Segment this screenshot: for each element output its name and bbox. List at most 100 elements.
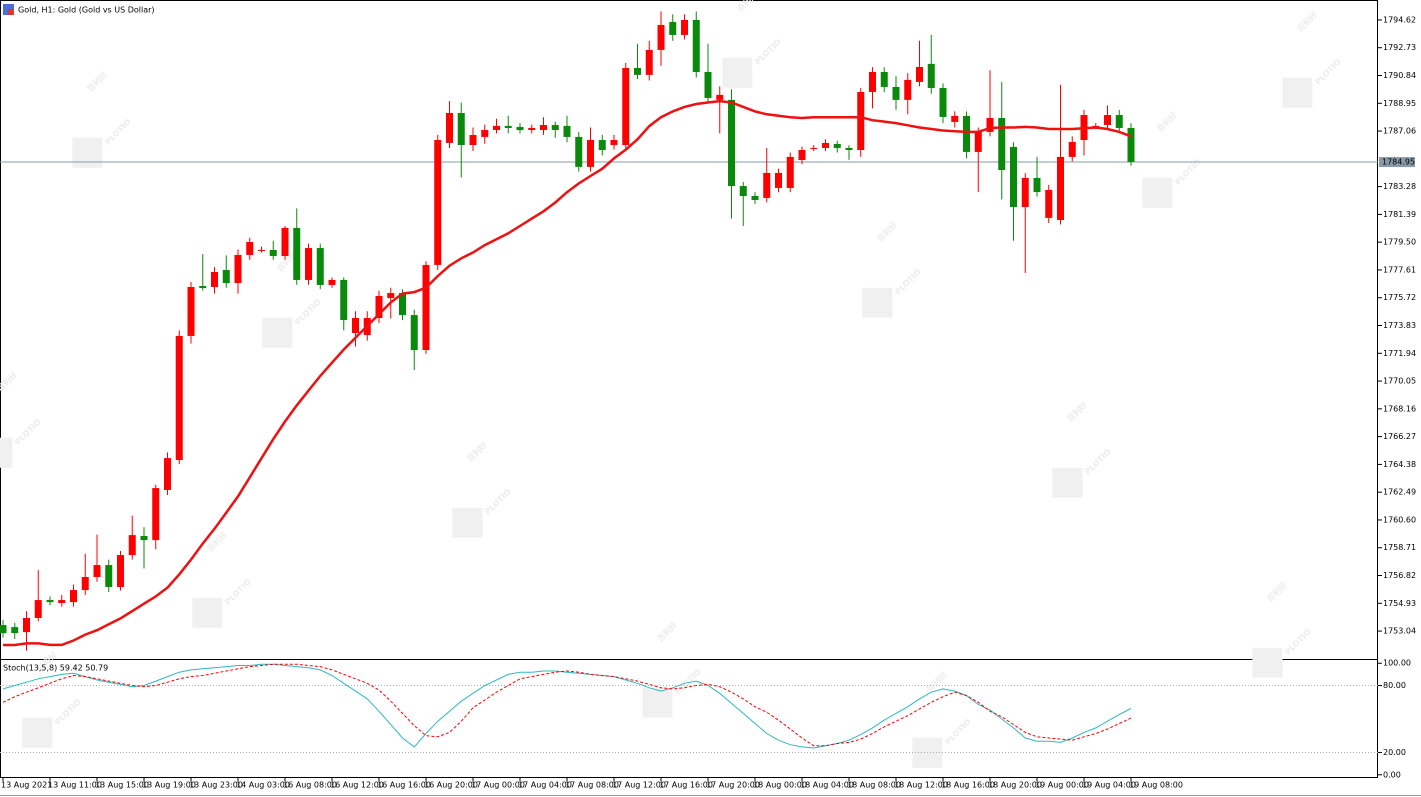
y-tick-label: 1754.93 [1383, 599, 1416, 608]
candle-body [175, 335, 183, 460]
x-tick-label: 19 Aug 00:00 [1035, 781, 1089, 790]
candle-body [281, 227, 289, 256]
current-price-box [1379, 157, 1415, 168]
y-tick-label: 1788.95 [1383, 99, 1416, 108]
candle-body [1068, 141, 1076, 157]
candle-body [892, 86, 900, 100]
watermark-brand: PLOTIO [53, 697, 83, 727]
watermark-text: 百利好 [1295, 10, 1319, 34]
x-tick-label: 16 Aug 12:00 [330, 781, 384, 790]
candle-body [657, 24, 665, 50]
candle-body [692, 19, 700, 72]
watermark-logo [722, 57, 753, 88]
indicator-title: Stoch(13,5,8) 59.42 50.79 [3, 664, 108, 673]
y-tick-label: 1758.71 [1383, 543, 1416, 552]
candle-body [105, 565, 113, 587]
candle-body [1057, 156, 1064, 220]
watermark-logo [1252, 647, 1283, 678]
watermark-brand: PLOTIO [1313, 57, 1343, 87]
candle-body [375, 295, 383, 319]
watermark-logo [262, 317, 293, 348]
x-tick-label: 13 Aug 23:00 [189, 781, 243, 790]
candle-body [916, 66, 923, 82]
candle-body [469, 135, 477, 146]
candle-body [963, 115, 970, 152]
candle-body [622, 67, 630, 146]
candle-body [751, 196, 759, 200]
watermark-text: 百利好 [205, 530, 229, 554]
candle-body [246, 242, 254, 255]
y-tick-label: 1766.27 [1383, 432, 1416, 441]
candle-body [786, 156, 794, 188]
y-tick-label: 1756.82 [1383, 571, 1416, 580]
x-tick-label: 13 Aug 19:00 [142, 781, 196, 790]
watermark: PLOTIO 百利好 [1282, 10, 1343, 108]
watermark-logo [0, 437, 13, 468]
candle-body [516, 126, 524, 131]
candle-body [340, 279, 348, 321]
candle-body [316, 248, 324, 285]
x-tick-label: 18 Aug 12:00 [894, 781, 948, 790]
candle-body [457, 112, 465, 146]
candle-body [46, 600, 54, 603]
watermarks: PLOTIO 百利好 PLOTIO 百利好 PLOTIO 百利好 PLOTIO 百利好 PLOT… [0, 0, 1343, 768]
candle-body [974, 131, 982, 152]
candle-body [1010, 146, 1017, 208]
candle-body [598, 140, 606, 151]
x-tick-label: 17 Aug 00:00 [471, 781, 525, 790]
candle-body [434, 140, 442, 265]
candle-body [634, 67, 641, 75]
y-tick-label: 1794.62 [1383, 15, 1416, 24]
candle-body [164, 458, 171, 490]
candle-body [728, 99, 735, 187]
y-tick-label: 1792.73 [1383, 43, 1416, 52]
candle-body [563, 125, 571, 137]
candle-body [11, 627, 19, 634]
candle-body [504, 125, 512, 128]
candle-body [352, 318, 359, 333]
candle-body [939, 87, 947, 117]
candle-body [1115, 115, 1123, 128]
watermark-brand: PLOTIO [293, 297, 323, 327]
watermark-text: 百利好 [875, 220, 899, 244]
watermark-logo [862, 287, 893, 318]
candle-body [845, 147, 853, 151]
candle-body [481, 130, 489, 137]
watermark-text: 百利好 [925, 670, 949, 694]
candle-body [869, 71, 876, 92]
x-tick-label: 13 Aug 2021 [1, 781, 52, 790]
watermark-brand: PLOTIO [1283, 627, 1313, 657]
candle-body [328, 279, 336, 285]
y-tick-label: 1753.04 [1383, 627, 1416, 636]
candle-body [927, 63, 935, 88]
candle-body [739, 186, 747, 197]
y-tick-label: 1768.16 [1383, 404, 1416, 413]
watermark: PLOTIO 百利好 [192, 530, 253, 628]
watermark-brand: PLOTIO [753, 37, 783, 67]
candle-body [70, 590, 77, 603]
x-tick-label: 19 Aug 08:00 [1129, 781, 1183, 790]
x-tick-label: 19 Aug 04:00 [1082, 781, 1136, 790]
candle-body [716, 94, 724, 100]
candle-body [551, 125, 559, 131]
candle-body [575, 136, 583, 167]
symbol-icon [8, 9, 14, 15]
watermark-logo [452, 507, 483, 538]
candle-body [152, 488, 160, 541]
y-tick-label: 0.00 [1383, 770, 1401, 779]
frame [0, 0, 1378, 778]
candle-body [199, 285, 207, 289]
candle-body [293, 227, 301, 280]
y-tick-label: 20.00 [1383, 748, 1406, 757]
candle-body [528, 127, 536, 131]
watermark-brand: PLOTIO [223, 577, 253, 607]
candle-body [587, 140, 594, 167]
candle-body [822, 142, 829, 148]
